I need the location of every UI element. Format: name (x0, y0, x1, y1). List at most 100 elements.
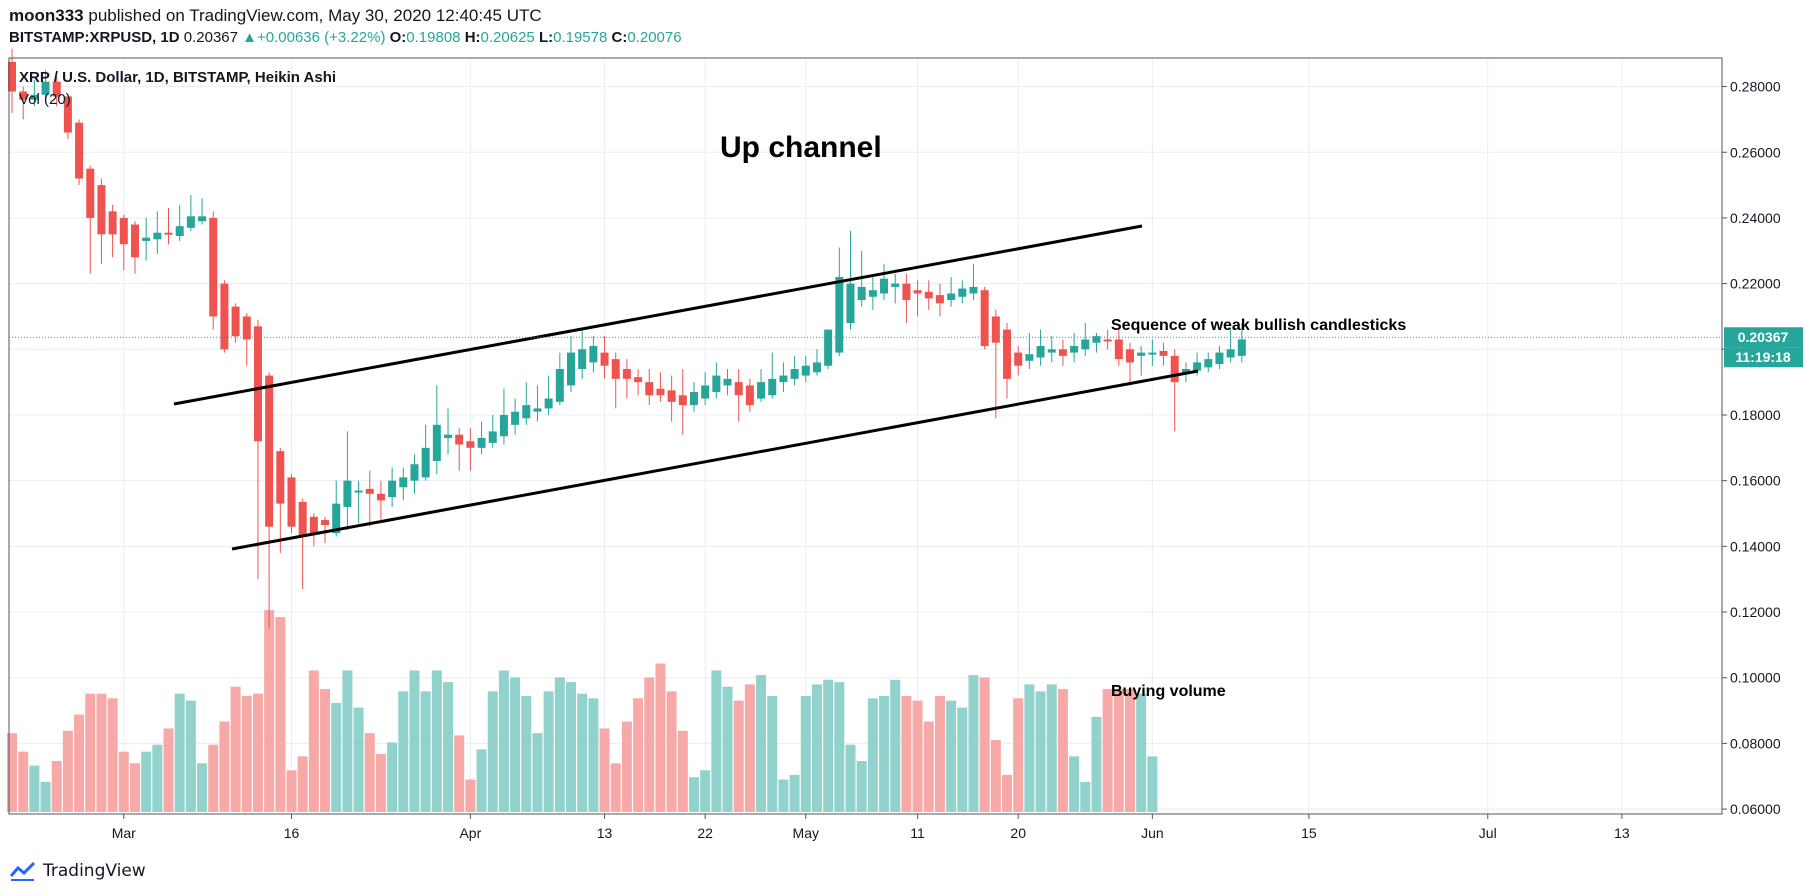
volume-bar (923, 721, 934, 812)
candle (1159, 342, 1168, 366)
channel-lower-line[interactable] (231, 369, 1199, 551)
candle-body (242, 316, 251, 340)
candle-body (175, 226, 184, 236)
candle (287, 474, 296, 534)
candle-body (701, 385, 710, 399)
candle (1047, 336, 1056, 363)
candle-body (734, 382, 743, 396)
volume-bar (543, 691, 554, 812)
publisher-name[interactable]: moon333 (9, 6, 84, 25)
legend-title: XRP / U.S. Dollar, 1D, BITSTAMP, Heikin … (19, 69, 336, 86)
candle-body (63, 96, 72, 133)
channel-upper-line[interactable] (173, 224, 1143, 406)
symbol-change: +0.00636 (+3.22%) (257, 29, 386, 46)
candle (678, 369, 687, 435)
volume-bar (85, 693, 96, 812)
candle (544, 375, 553, 415)
volume-bar (1035, 691, 1046, 812)
candle (1014, 346, 1023, 376)
price-axis[interactable]: 0.280000.260000.240000.220000.200000.180… (1722, 79, 1781, 818)
candle-body (130, 224, 139, 258)
volume-bar (1069, 756, 1080, 812)
candle (757, 369, 766, 402)
y-tick-label: 0.14000 (1730, 538, 1781, 554)
volume-bar (129, 763, 140, 812)
candle (1058, 339, 1067, 366)
volume-bar (722, 686, 733, 812)
volume-bar (219, 721, 230, 812)
channel-lines (173, 224, 1199, 551)
volume-bar (420, 691, 431, 812)
volume-bar (845, 744, 856, 812)
candle (63, 94, 72, 140)
candle-body (622, 369, 631, 379)
candle (309, 513, 318, 547)
candle-body (868, 290, 877, 297)
candle (499, 388, 508, 445)
candle (745, 378, 754, 412)
candle (924, 280, 933, 310)
volume-bar (252, 693, 263, 812)
candle (242, 313, 251, 366)
candle-body (1114, 339, 1123, 360)
y-tick-label: 0.08000 (1730, 735, 1781, 751)
volume-bar (375, 754, 386, 812)
candle-body (198, 216, 207, 222)
candle (97, 178, 106, 264)
x-tick-label: Apr (459, 825, 481, 841)
candle (723, 369, 732, 396)
y-tick-label: 0.24000 (1730, 210, 1781, 226)
candle-body (935, 295, 944, 304)
candle (164, 208, 173, 245)
candle-body (522, 405, 531, 419)
volume-bar (1002, 774, 1013, 812)
candle-body (533, 408, 542, 412)
candle (1036, 329, 1045, 366)
symbol-price: 0.20367 (183, 29, 238, 46)
candle-body (567, 352, 575, 386)
candle (332, 480, 341, 537)
volume-bar (856, 760, 867, 812)
candle (656, 372, 665, 402)
candle (801, 355, 810, 383)
volume-bar (118, 751, 129, 812)
volume-bar (74, 714, 85, 812)
volume-bar (756, 675, 767, 812)
volume-bar (286, 770, 297, 812)
candle (634, 369, 643, 396)
candle (30, 80, 39, 107)
volume-bar (1136, 693, 1147, 812)
candle (969, 263, 978, 301)
candle (220, 280, 229, 353)
candle-body (209, 217, 218, 317)
candle-body (555, 369, 564, 402)
candle-body (578, 349, 587, 370)
candle-body (1237, 339, 1246, 356)
candle-body (991, 316, 1000, 343)
candle-body (1036, 346, 1045, 358)
candle-body (287, 477, 296, 527)
candle-body (309, 516, 318, 534)
candle (1070, 332, 1079, 363)
volume-bar (174, 693, 185, 812)
open-value: 0.19808 (406, 29, 461, 46)
candlesticks (8, 48, 1246, 629)
candle (734, 369, 743, 422)
candle (880, 263, 889, 301)
candle-body (835, 277, 844, 353)
price-tag-bg (1724, 327, 1803, 348)
x-tick-label: 20 (1010, 825, 1026, 841)
candle-body (1181, 369, 1190, 373)
candle (1081, 323, 1090, 356)
volume-bar (554, 677, 565, 812)
volume-bar (1057, 689, 1068, 812)
candle (410, 454, 419, 494)
footer-brand[interactable]: TradingView (43, 861, 146, 881)
time-axis[interactable]: Mar 16 Apr 13 22 May 11 20 Jun 15 Jul 13 (112, 814, 1630, 841)
candle-body (1226, 349, 1235, 358)
candle (1092, 332, 1101, 353)
candle (511, 398, 520, 435)
volume-bar (521, 696, 532, 812)
candle-body (410, 464, 419, 481)
